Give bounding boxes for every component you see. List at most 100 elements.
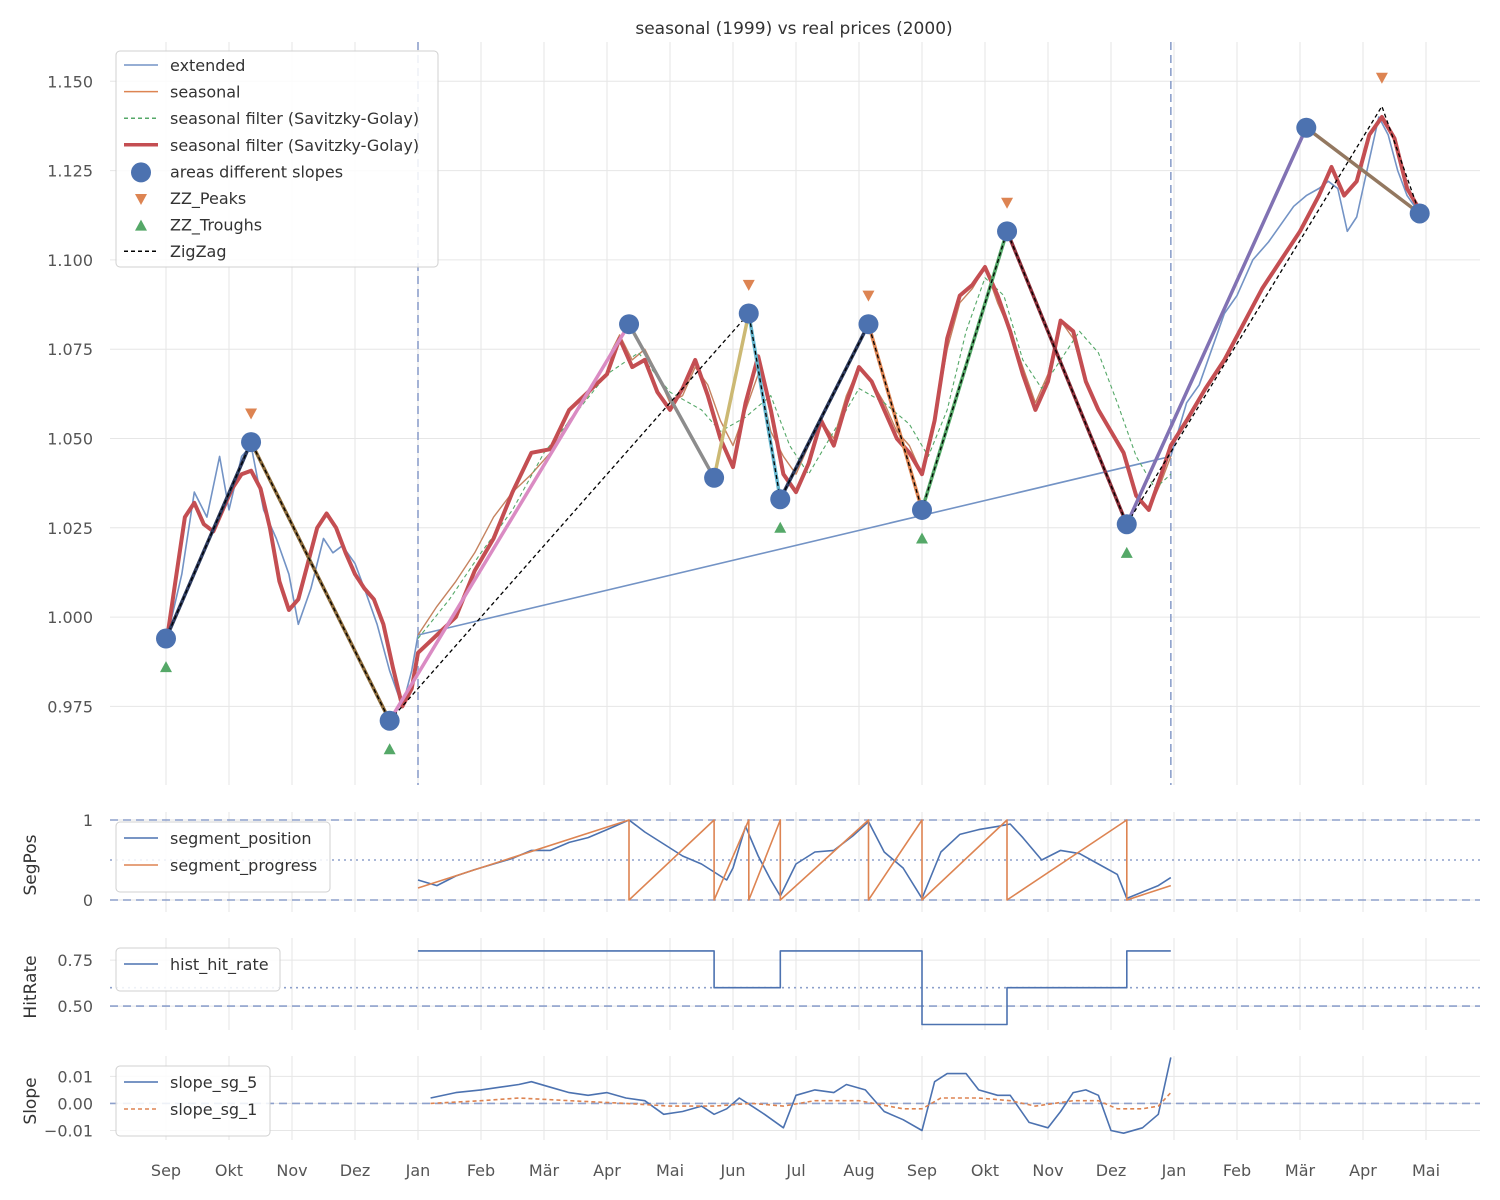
slope-area-point [1116, 514, 1137, 535]
x-tick-label: Mai [1412, 1161, 1440, 1180]
legend-label: hist_hit_rate [170, 955, 269, 975]
zz-peak-marker [1001, 197, 1014, 209]
slope-area-point [997, 221, 1018, 242]
zz-peak-marker [245, 408, 258, 420]
x-tick-label: Aug [843, 1161, 874, 1180]
slope-area-point [912, 499, 932, 520]
y-tick-label: 1.050 [47, 430, 93, 449]
y-tick-label: 1.100 [47, 251, 93, 270]
legend-entry: areas different slopes [131, 162, 343, 183]
y-tick-label: 0.00 [57, 1094, 93, 1113]
legend-entry: ZZ_Troughs [135, 216, 262, 236]
x-tick-label: Jan [1161, 1161, 1187, 1180]
zz-trough-marker [160, 661, 172, 673]
slope-segment [249, 440, 392, 723]
series-line-seasonal-filter-savitzky-golay- [164, 115, 1422, 709]
legend-label: seasonal [170, 83, 241, 102]
slope-segment [387, 322, 631, 723]
x-tick-label: Feb [1223, 1161, 1251, 1180]
legend-entry: slope_sg_5 [124, 1073, 257, 1093]
x-tick-label: Nov [276, 1161, 307, 1180]
zz-trough-marker [383, 743, 396, 755]
x-tick-label: Apr [593, 1161, 621, 1180]
legend-entry: seasonal filter (Savitzky-Golay) [124, 109, 419, 128]
legend-label: seasonal filter (Savitzky-Golay) [170, 109, 419, 128]
legend-label: slope_sg_5 [170, 1073, 257, 1093]
legend-label: seasonal filter (Savitzky-Golay) [170, 136, 419, 155]
legend-label: segment_progress [170, 856, 317, 876]
main-panel: 0.975 1.000 1.025 1.050 1.075 1.100 1.125 1.150… [47, 42, 1480, 785]
y-tick-label: 1.150 [47, 72, 93, 91]
slope-area-point [619, 314, 640, 335]
y-tick-label: 0.75 [57, 951, 93, 970]
zz-peak-marker [862, 290, 875, 302]
legend-swatch [135, 219, 147, 231]
y-axis-label: SegPos [21, 834, 41, 895]
legend: segment_position segment_progress [115, 821, 331, 893]
x-tick-label: Apr [1349, 1161, 1377, 1180]
y-tick-label: 0.50 [57, 997, 93, 1016]
y-tick-label: 1.000 [47, 608, 93, 627]
series-line-hist-hit-rate [418, 950, 1171, 1026]
legend-entry: extended [124, 56, 245, 75]
y-tick-label: 0.975 [47, 697, 93, 716]
legend-swatch [135, 194, 147, 205]
x-tick-label: Jul [785, 1161, 805, 1180]
x-tick-label: Jun [720, 1161, 746, 1180]
slope-area-point [1409, 203, 1430, 224]
slope-area-point [704, 467, 725, 488]
legend-entry: seasonal filter (Savitzky-Golay) [124, 136, 419, 155]
x-tick-label: Nov [1032, 1161, 1063, 1180]
slope-area-point [379, 710, 400, 731]
legend-swatch [131, 162, 151, 183]
segpos-panel: 0 1 SegPos segment_position segment_progress [21, 811, 1480, 912]
zz-trough-marker [916, 532, 928, 544]
y-tick-label: 0 [83, 891, 93, 910]
legend: slope_sg_5 slope_sg_1 [115, 1065, 271, 1137]
legend-entry: ZigZag [124, 242, 226, 261]
legend-label: segment_position [170, 829, 312, 849]
legend-label: areas different slopes [170, 162, 343, 181]
y-tick-label: 0.01 [57, 1067, 93, 1086]
slope-area-point [241, 432, 262, 453]
y-tick-label: 1.075 [47, 340, 93, 359]
x-tick-label: Okt [971, 1161, 999, 1180]
series-line-slope-sg-1 [430, 1092, 1172, 1110]
x-tick-label: Mär [1285, 1161, 1316, 1180]
x-tick-label: Dez [1096, 1161, 1127, 1180]
y-axis-label: Slope [21, 1077, 41, 1124]
slope-area-point [156, 628, 176, 649]
slope-area-point [738, 303, 759, 324]
x-tick-label: Sep [907, 1161, 937, 1180]
x-tick-label: Jan [405, 1161, 431, 1180]
legend-entry: segment_position [124, 829, 312, 849]
x-axis: Sep Okt Nov Dez Jan Feb Mär Apr Mai Jun Jul Aug Sep O… [151, 1161, 1440, 1180]
x-tick-label: Dez [340, 1161, 371, 1180]
slope-segment [1304, 125, 1422, 216]
y-axis-label: HitRate [21, 955, 41, 1018]
legend-label: ZZ_Peaks [170, 189, 246, 209]
legend-label: slope_sg_1 [170, 1100, 257, 1120]
legend-box [115, 821, 331, 893]
chart-title: seasonal (1999) vs real prices (2000) [635, 19, 952, 39]
series-line-slope-sg-5 [430, 1057, 1172, 1134]
zz-trough-marker [1120, 546, 1133, 558]
x-tick-label: Okt [215, 1161, 243, 1180]
legend-entry: slope_sg_1 [124, 1100, 257, 1120]
x-tick-label: Mai [656, 1161, 684, 1180]
y-tick-label: 1.125 [47, 162, 93, 181]
slope-segment [627, 322, 716, 480]
zz-peak-marker [742, 279, 755, 291]
legend-box [115, 1065, 271, 1137]
series-line-segment-position [417, 819, 1172, 900]
slope-segment [1125, 125, 1309, 526]
series-line-segment-progress [417, 819, 1172, 901]
slope-panel: −0.01 0.00 0.01 Slope slope_sg_5 slope_sg_1 [21, 1056, 1480, 1141]
x-tick-label: Sep [151, 1161, 181, 1180]
slope-segment [712, 311, 751, 480]
zz-trough-marker [774, 521, 787, 533]
legend-label: ZZ_Troughs [170, 216, 262, 236]
y-tick-label: 1.025 [47, 519, 93, 538]
legend-label: ZigZag [170, 242, 226, 261]
